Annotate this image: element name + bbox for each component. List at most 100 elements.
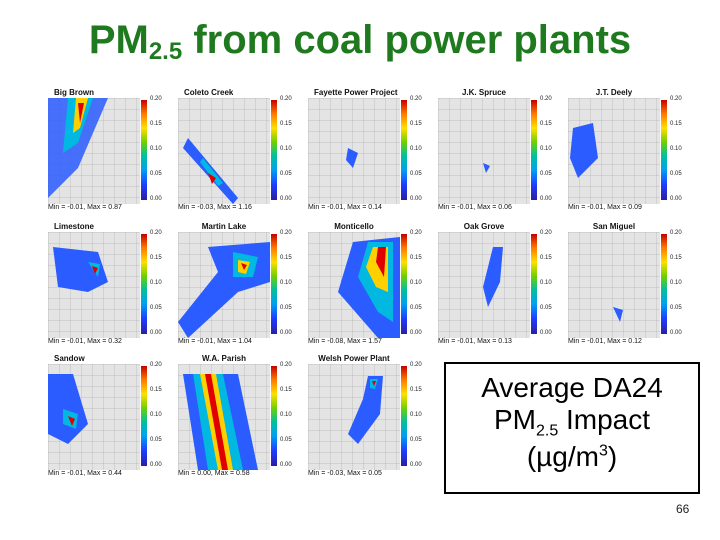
cbar-tick: 0.20: [150, 230, 162, 236]
cbar-tick: 0.15: [150, 121, 162, 127]
colorbar: [141, 234, 147, 334]
cbar-tick: 0.00: [410, 330, 422, 336]
min-max-label: Min = -0.01, Max = 0.06: [438, 204, 512, 211]
cbar-tick: 0.15: [670, 255, 682, 261]
legend-impact: Impact: [558, 404, 651, 435]
plume-map: [178, 364, 270, 470]
legend-line-1: Average DA24: [481, 372, 663, 403]
cbar-tick: 0.05: [410, 171, 422, 177]
cbar-tick: 0.10: [150, 146, 162, 152]
cbar-tick: 0.05: [280, 305, 292, 311]
cbar-tick: 0.05: [280, 437, 292, 443]
cbar-tick: 0.00: [150, 462, 162, 468]
colorbar: [661, 100, 667, 200]
map-panel-oak-grove: Oak Grove 0.20 0.15 0.10 0.05 0.00 Min =…: [430, 222, 555, 355]
cbar-tick: 0.15: [410, 121, 422, 127]
colorbar: [271, 366, 277, 466]
cbar-tick: 0.00: [280, 462, 292, 468]
cbar-tick: 0.05: [410, 305, 422, 311]
cbar-tick: 0.20: [150, 96, 162, 102]
legend-pm: PM: [493, 404, 536, 435]
panel-title: J.T. Deely: [595, 88, 633, 97]
cbar-tick: 0.05: [280, 171, 292, 177]
cbar-tick: 0.20: [150, 362, 162, 368]
map-panel-martin-lake: Martin Lake 0.20 0.15 0.10 0.05 0.00 Min…: [170, 222, 295, 355]
cbar-tick: 0.10: [670, 280, 682, 286]
colorbar: [141, 100, 147, 200]
cbar-tick: 0.15: [410, 255, 422, 261]
cbar-tick: 0.00: [280, 196, 292, 202]
plume-map: [438, 232, 530, 338]
plume-map: [178, 232, 270, 338]
cbar-tick: 0.10: [280, 412, 292, 418]
panel-title: Monticello: [334, 222, 374, 231]
cbar-tick: 0.00: [540, 330, 552, 336]
cbar-tick: 0.15: [540, 255, 552, 261]
min-max-label: Min = -0.08, Max = 1.57: [308, 338, 382, 345]
min-max-label: Min = -0.01, Max = 0.87: [48, 204, 122, 211]
cbar-tick: 0.10: [280, 146, 292, 152]
map-panel-jk-spruce: J.K. Spruce 0.20 0.15 0.10 0.05 0.00 Min…: [430, 88, 555, 221]
cbar-tick: 0.00: [670, 330, 682, 336]
cbar-tick: 0.15: [150, 387, 162, 393]
panel-title: Coleto Creek: [184, 88, 234, 97]
min-max-label: Min = -0.01, Max = 0.32: [48, 338, 122, 345]
panel-title: Oak Grove: [463, 222, 505, 231]
panel-title: San Miguel: [592, 222, 636, 231]
cbar-tick: 0.20: [540, 96, 552, 102]
cbar-tick: 0.10: [540, 146, 552, 152]
panel-title: J.K. Spruce: [461, 88, 506, 97]
min-max-label: Min = -0.01, Max = 0.44: [48, 470, 122, 477]
cbar-tick: 0.05: [540, 305, 552, 311]
panel-title: Fayette Power Project: [314, 88, 398, 97]
cbar-tick: 0.15: [540, 121, 552, 127]
cbar-tick: 0.15: [280, 121, 292, 127]
cbar-tick: 0.10: [410, 412, 422, 418]
cbar-tick: 0.00: [670, 196, 682, 202]
cbar-tick: 0.00: [280, 330, 292, 336]
page-number: 66: [676, 502, 690, 516]
legend-line-2: PM2.5 Impact: [446, 404, 698, 441]
colorbar: [271, 234, 277, 334]
cbar-tick: 0.10: [280, 280, 292, 286]
min-max-label: Min = -0.03, Max = 1.16: [178, 204, 252, 211]
min-max-label: Min = -0.01, Max = 0.09: [568, 204, 642, 211]
map-panel-big-brown: Big Brown 0.20 0.15 0.10 0.05 0.00 Min =…: [40, 88, 165, 221]
cbar-tick: 0.10: [150, 412, 162, 418]
colorbar: [141, 366, 147, 466]
cbar-tick: 0.05: [670, 305, 682, 311]
plume-map: [178, 98, 270, 204]
plume-map: [308, 232, 400, 338]
cbar-tick: 0.20: [410, 362, 422, 368]
cbar-tick: 0.20: [410, 230, 422, 236]
panel-title: W.A. Parish: [201, 354, 246, 363]
min-max-label: Min = 0.00, Max = 0.58: [178, 470, 250, 477]
cbar-tick: 0.20: [280, 362, 292, 368]
cbar-tick: 0.20: [280, 230, 292, 236]
cbar-tick: 0.15: [410, 387, 422, 393]
map-panel-limestone: Limestone 0.20 0.15 0.10 0.05 0.00 Min =…: [40, 222, 165, 355]
legend-unit-close: ): [607, 440, 618, 472]
cbar-tick: 0.10: [670, 146, 682, 152]
plume-map: [568, 232, 660, 338]
slide-title: PM2.5 from coal power plants: [0, 18, 720, 66]
plume-map: [308, 98, 400, 204]
cbar-tick: 0.05: [670, 171, 682, 177]
plume-map: [438, 98, 530, 204]
title-rest: from coal power plants: [182, 18, 632, 62]
cbar-tick: 0.00: [540, 196, 552, 202]
colorbar: [401, 366, 407, 466]
cbar-tick: 0.10: [150, 280, 162, 286]
panel-title: Sandow: [54, 354, 85, 363]
cbar-tick: 0.05: [150, 305, 162, 311]
cbar-tick: 0.10: [410, 280, 422, 286]
plume-map: [48, 232, 140, 338]
cbar-tick: 0.20: [280, 96, 292, 102]
cbar-tick: 0.10: [540, 280, 552, 286]
min-max-label: Min = -0.03, Max = 0.05: [308, 470, 382, 477]
colorbar: [661, 234, 667, 334]
panel-title: Martin Lake: [201, 222, 247, 231]
plume-map: [48, 364, 140, 470]
colorbar: [531, 234, 537, 334]
map-panel-wa-parish: W.A. Parish 0.20 0.15 0.10 0.05 0.00 Min…: [170, 354, 295, 487]
